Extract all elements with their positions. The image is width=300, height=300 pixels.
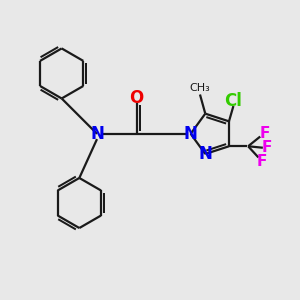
Text: CH₃: CH₃	[190, 83, 210, 93]
Text: F: F	[259, 125, 269, 140]
Text: Cl: Cl	[224, 92, 242, 110]
Text: F: F	[256, 154, 267, 169]
Text: N: N	[184, 125, 198, 143]
Text: N: N	[198, 145, 212, 163]
Text: N: N	[90, 125, 104, 143]
Text: O: O	[130, 88, 144, 106]
Text: F: F	[262, 140, 272, 155]
